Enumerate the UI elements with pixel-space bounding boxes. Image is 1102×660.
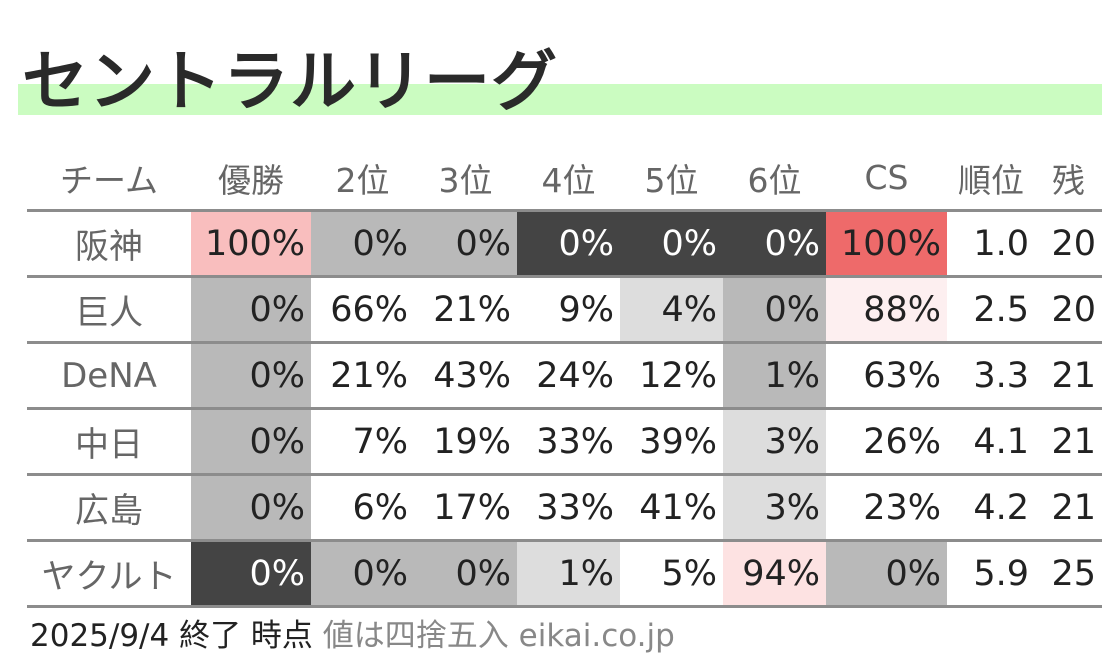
cell-cs: 23% — [826, 473, 947, 541]
cell-champion: 0% — [191, 341, 311, 409]
footer-date: 2025/9/4 終了 時点 — [30, 618, 313, 654]
header-4th: 4位 — [541, 160, 596, 200]
cell-3rd: 17% — [414, 473, 517, 541]
cell-rank: 4.2 — [947, 473, 1035, 541]
cell-5th: 4% — [620, 275, 723, 343]
cell-6th: 94% — [723, 539, 826, 608]
header-rank: 順位 — [958, 160, 1024, 200]
standings-table: チーム 優勝 2位 3位 4位 5位 6位 CS 順位 残 阪神 100% 0%… — [27, 146, 1102, 608]
cell-5th: 5% — [620, 539, 723, 608]
table-row: 阪神 100% 0% 0% 0% 0% 0% 100% 1.0 20 — [27, 209, 1102, 277]
cell-2nd: 0% — [311, 209, 414, 277]
cell-rank: 1.0 — [947, 209, 1035, 277]
cell-champion: 0% — [191, 539, 311, 608]
table-row: 巨人 0% 66% 21% 9% 4% 0% 88% 2.5 20 — [27, 275, 1102, 343]
team-name: 中日 — [27, 407, 191, 475]
header-6th: 6位 — [747, 160, 802, 200]
cell-champion: 0% — [191, 275, 311, 343]
table-row: DeNA 0% 21% 43% 24% 12% 1% 63% 3.3 21 — [27, 341, 1102, 409]
cell-cs: 100% — [826, 209, 947, 277]
cell-3rd: 0% — [414, 539, 517, 608]
cell-5th: 0% — [620, 209, 723, 277]
cell-remaining: 20 — [1035, 209, 1102, 277]
page-title: セントラルリーグ — [22, 43, 558, 120]
header-5th: 5位 — [644, 160, 699, 200]
cell-5th: 39% — [620, 407, 723, 475]
cell-3rd: 43% — [414, 341, 517, 409]
team-name: 広島 — [27, 473, 191, 541]
cell-2nd: 21% — [311, 341, 414, 409]
header-remaining: 残 — [1052, 160, 1085, 200]
cell-remaining: 21 — [1035, 407, 1102, 475]
header-cs: CS — [864, 158, 909, 197]
cell-2nd: 0% — [311, 539, 414, 608]
cell-cs: 0% — [826, 539, 947, 608]
team-name: 巨人 — [27, 275, 191, 343]
cell-remaining: 25 — [1035, 539, 1102, 608]
cell-4th: 1% — [517, 539, 620, 608]
cell-2nd: 6% — [311, 473, 414, 541]
cell-remaining: 21 — [1035, 341, 1102, 409]
footer-note: 値は四捨五入 eikai.co.jp — [322, 618, 675, 654]
team-name: ヤクルト — [27, 539, 191, 608]
header-champion: 優勝 — [218, 160, 284, 200]
cell-cs: 88% — [826, 275, 947, 343]
cell-4th: 33% — [517, 407, 620, 475]
cell-rank: 2.5 — [947, 275, 1035, 343]
table-row: 中日 0% 7% 19% 33% 39% 3% 26% 4.1 21 — [27, 407, 1102, 475]
cell-4th: 9% — [517, 275, 620, 343]
cell-4th: 0% — [517, 209, 620, 277]
table-row: ヤクルト 0% 0% 0% 1% 5% 94% 0% 5.9 25 — [27, 539, 1102, 608]
cell-2nd: 7% — [311, 407, 414, 475]
cell-6th: 1% — [723, 341, 826, 409]
cell-rank: 5.9 — [947, 539, 1035, 608]
header-team: チーム — [59, 160, 158, 200]
team-name: 阪神 — [27, 209, 191, 277]
header-row: チーム 優勝 2位 3位 4位 5位 6位 CS 順位 残 — [27, 146, 1102, 211]
header-2nd: 2位 — [335, 160, 390, 200]
cell-5th: 12% — [620, 341, 723, 409]
cell-6th: 3% — [723, 407, 826, 475]
cell-4th: 24% — [517, 341, 620, 409]
cell-champion: 0% — [191, 407, 311, 475]
header-3rd: 3位 — [438, 160, 493, 200]
cell-champion: 100% — [191, 209, 311, 277]
cell-3rd: 21% — [414, 275, 517, 343]
cell-3rd: 19% — [414, 407, 517, 475]
cell-rank: 4.1 — [947, 407, 1035, 475]
cell-rank: 3.3 — [947, 341, 1035, 409]
cell-6th: 0% — [723, 275, 826, 343]
cell-champion: 0% — [191, 473, 311, 541]
cell-4th: 33% — [517, 473, 620, 541]
footer: 2025/9/4 終了 時点 値は四捨五入 eikai.co.jp — [30, 610, 675, 655]
team-name: DeNA — [27, 341, 191, 409]
cell-remaining: 21 — [1035, 473, 1102, 541]
cell-cs: 26% — [826, 407, 947, 475]
cell-6th: 3% — [723, 473, 826, 541]
cell-cs: 63% — [826, 341, 947, 409]
cell-5th: 41% — [620, 473, 723, 541]
cell-remaining: 20 — [1035, 275, 1102, 343]
table-row: 広島 0% 6% 17% 33% 41% 3% 23% 4.2 21 — [27, 473, 1102, 541]
cell-6th: 0% — [723, 209, 826, 277]
cell-3rd: 0% — [414, 209, 517, 277]
cell-2nd: 66% — [311, 275, 414, 343]
title-area: セントラルリーグ — [18, 22, 1102, 120]
title-highlight-band — [18, 84, 1102, 115]
